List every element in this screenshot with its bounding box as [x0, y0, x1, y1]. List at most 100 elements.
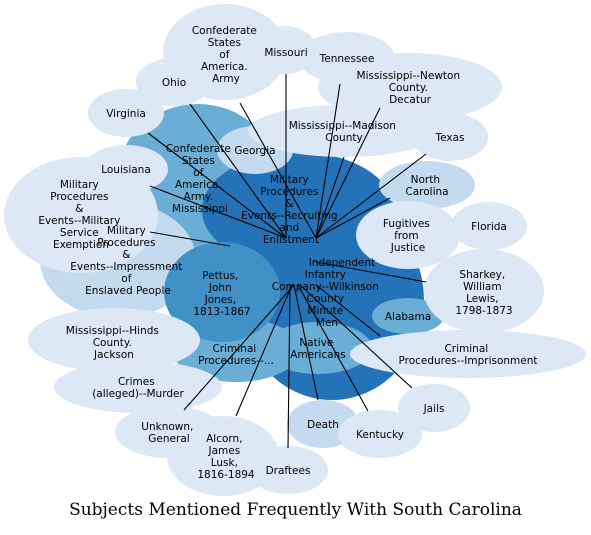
node-label-line: Lewis, [466, 293, 498, 305]
node-label-line: Military [270, 174, 309, 186]
node-bubble-draftees[interactable] [248, 446, 328, 494]
node-label-line: John [208, 282, 232, 294]
edge [315, 197, 391, 239]
node-label-line: Confederate [166, 143, 231, 155]
node-label-line: William [463, 281, 501, 293]
node-bubble-north-carolina[interactable] [379, 161, 475, 209]
node-label-line: Service [60, 227, 99, 239]
node-label-line: County [325, 132, 362, 144]
node-label-line: Alcorn, [206, 433, 242, 445]
node-label-pettus: Pettus, John Jones, 1813-1867 [193, 270, 250, 318]
node-label-line: Native [299, 337, 333, 349]
node-label-draftees: Draftees [266, 465, 311, 477]
node-label-independent: Independent [309, 257, 376, 269]
node-label-florida: Florida [471, 221, 507, 233]
node-label-line: Events--Recruiting [241, 210, 337, 222]
node-label-line: Virginia [106, 108, 146, 120]
node-label-line: Military [107, 225, 146, 237]
node-label-line: & [75, 203, 83, 215]
node-bubble-florida[interactable] [451, 202, 527, 250]
node-bubble-pettus[interactable] [164, 242, 280, 342]
node-label-confederate-army: Confederate States of America. Army [192, 25, 260, 85]
node-bubble-sharkey[interactable] [424, 249, 544, 333]
node-label-alabama: Alabama [385, 311, 431, 323]
node-label-north-carolina: North Carolina [405, 174, 448, 198]
node-label-line: States [208, 37, 241, 49]
node-bubble-madison-county[interactable] [248, 105, 440, 157]
node-label-line: Army [212, 73, 240, 85]
node-bubble-crimes-murder[interactable] [54, 361, 222, 413]
node-label-line: Independent [309, 257, 376, 269]
node-label-line: Exemption [53, 239, 109, 251]
node-label-line: Procedures [97, 237, 155, 249]
node-bubble-newton-county[interactable] [318, 53, 502, 121]
node-label-line: General [148, 433, 189, 445]
node-label-sharkey: Sharkey, William Lewis, 1798-1873 [455, 269, 512, 317]
diagram-caption: Subjects Mentioned Frequently With South… [69, 500, 522, 520]
node-label-tennessee: Tennessee [319, 53, 375, 65]
node-bubble-kentucky[interactable] [338, 410, 422, 458]
node-label-line: Unknown, [141, 421, 193, 433]
node-label-line: Tennessee [319, 53, 375, 65]
node-label-line: of [219, 49, 229, 61]
node-label-crimes-murder: Crimes (alleged)--Murder [92, 376, 184, 400]
node-bubble-service-exemption[interactable] [4, 157, 158, 273]
node-bubble-native-americans[interactable] [264, 322, 372, 374]
node-label-line: of [121, 273, 131, 285]
edge [315, 153, 427, 239]
node-label-madison-county: Mississippi--Madison County [289, 120, 400, 144]
node-label-georgia: Georgia [234, 145, 275, 157]
node-label-hinds-county: Mississippi--Hinds County. Jackson [66, 325, 162, 361]
node-bubble-fugitives[interactable] [356, 201, 460, 269]
node-label-line: America. [201, 61, 248, 73]
node-label-line: Criminal [212, 343, 256, 355]
node-label-line: Jackson [93, 349, 134, 361]
node-label-line: Draftees [266, 465, 311, 477]
node-label-newton-county: Mississippi--Newton County. Decatur [357, 70, 464, 106]
edge [183, 284, 295, 411]
node-label-jails: Jails [423, 403, 445, 415]
node-label-line: of [193, 167, 203, 179]
node-label-line: Confederate [192, 25, 257, 37]
node-label-texas: Texas [434, 132, 464, 144]
node-bubble-texas[interactable] [412, 113, 488, 161]
node-bubble-virginia[interactable] [88, 89, 164, 137]
node-label-line: Infantry [305, 269, 346, 281]
edge [315, 261, 427, 283]
node-bubble-imprisonment[interactable] [350, 330, 586, 378]
node-label-line: Crimes [118, 376, 155, 388]
node-label-louisiana: Louisiana [101, 164, 151, 176]
node-bubble-ohio[interactable] [136, 58, 212, 106]
node-label-line: America. [175, 179, 222, 191]
node-label-line: Kentucky [356, 429, 404, 441]
node-label-line: Jones, [204, 294, 236, 306]
node-label-line: James [207, 445, 240, 457]
node-label-line: Procedures [260, 186, 318, 198]
labels: Confederate States of America. Army Miss… [38, 25, 537, 481]
node-label-line: North [411, 174, 440, 186]
node-label-alcorn: Alcorn, James Lusk, 1816-1894 [197, 433, 255, 481]
node-label-line: Procedures--Imprisonment [398, 355, 537, 367]
node-label-line: 1813-1867 [193, 306, 250, 318]
edge [149, 185, 287, 239]
node-label-line: Louisiana [101, 164, 151, 176]
node-bubble-alabama[interactable] [372, 298, 444, 334]
node-label-line: Sharkey, [459, 269, 505, 281]
node-label-line: Alabama [385, 311, 431, 323]
node-bubble-hinds-county[interactable] [28, 308, 200, 372]
node-label-impressment: Military Procedures & Events--Impressmen… [70, 225, 185, 297]
node-label-line: Death [307, 419, 339, 431]
node-label-line: and [279, 222, 299, 234]
edge [315, 156, 345, 239]
node-label-kentucky: Kentucky [356, 429, 404, 441]
node-label-line: Procedures--... [198, 355, 274, 367]
node-label-criminal-procedures: Criminal Procedures--... [198, 343, 274, 367]
node-label-line: Mississippi--Hinds [66, 325, 159, 337]
node-label-line: Mississippi--Madison [289, 120, 396, 132]
node-label-ohio: Ohio [162, 77, 186, 89]
node-bubble-center[interactable] [202, 152, 394, 268]
node-bubble-jails[interactable] [398, 384, 470, 432]
edge [315, 83, 341, 239]
node-label-line: Events--Military [38, 215, 120, 227]
